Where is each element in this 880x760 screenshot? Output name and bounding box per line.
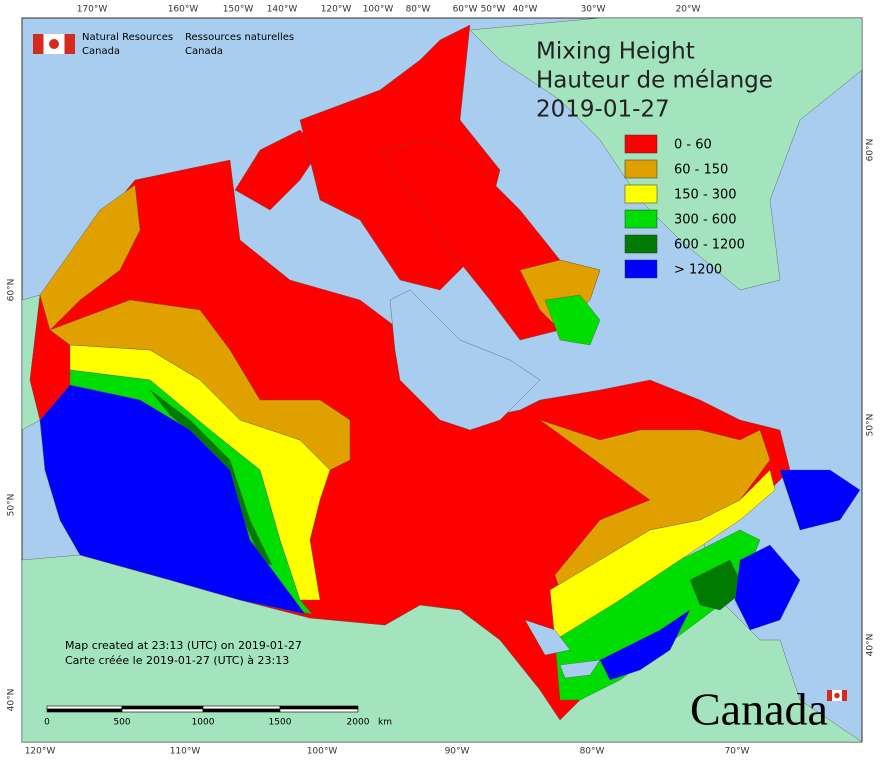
scale-segment xyxy=(279,708,359,713)
overlay: Natural Resources Canada Ressources nature… xyxy=(7,5,876,757)
maple-leaf xyxy=(49,39,59,49)
longitude-label: 20°W xyxy=(676,5,701,15)
longitude-label: 120°W xyxy=(25,747,56,757)
scale-label: 2000 xyxy=(347,718,370,728)
scale-segment xyxy=(121,708,204,713)
maple-leaf xyxy=(834,692,840,699)
region xyxy=(734,544,801,631)
latitude-label: 40°N xyxy=(7,689,17,712)
legend-swatch xyxy=(624,159,658,179)
longitude-label: 70°W xyxy=(725,747,750,757)
longitude-label: 80°W xyxy=(406,5,431,15)
great-lake xyxy=(559,659,601,679)
region xyxy=(689,559,746,611)
agency-fr: Canada xyxy=(185,46,223,57)
longitude-label: 100°W xyxy=(307,747,338,757)
longitude-label: 150°W xyxy=(223,5,254,15)
flag-left xyxy=(827,690,832,701)
latitude-label: 60°N xyxy=(7,279,17,302)
region xyxy=(599,609,691,681)
map-title: Mixing Height xyxy=(536,39,695,65)
latitude-label: 50°N xyxy=(7,494,17,517)
agency-en: Natural Resources xyxy=(82,32,173,43)
hudson-bay xyxy=(389,289,541,431)
scale-label: 1500 xyxy=(269,718,292,728)
longitude-label: 140°W xyxy=(267,5,298,15)
legend-swatch xyxy=(624,134,658,154)
wordmark: Canada xyxy=(690,684,828,735)
scale-label: 1000 xyxy=(192,718,215,728)
newfoundland xyxy=(779,469,861,531)
longitude-label: 120°W xyxy=(321,5,352,15)
greenland xyxy=(469,17,863,291)
legend-swatch xyxy=(624,234,658,254)
longitude-label: 90°W xyxy=(445,747,470,757)
agency-fr: Ressources naturelles xyxy=(185,32,294,43)
latitude-label: 40°N xyxy=(866,634,876,657)
legend-label: 60 - 150 xyxy=(674,163,728,178)
map-title: Hauteur de mélange xyxy=(536,68,773,94)
scale-label: 0 xyxy=(44,718,50,728)
longitude-label: 100°W xyxy=(363,5,394,15)
legend-label: 150 - 300 xyxy=(674,188,737,203)
legend-label: > 1200 xyxy=(674,263,722,278)
region xyxy=(519,259,601,331)
flag-right xyxy=(64,34,75,54)
region xyxy=(39,184,141,331)
credit: Carte créée le 2019-01-27 (UTC) à 23:13 xyxy=(65,654,289,667)
legend-label: 300 - 600 xyxy=(674,213,737,228)
legend-label: 600 - 1200 xyxy=(674,238,745,253)
land xyxy=(21,17,863,743)
scale-unit: km xyxy=(378,718,392,728)
latitude-label: 60°N xyxy=(866,139,876,162)
flag-right xyxy=(842,690,847,701)
scale-label: 500 xyxy=(113,718,130,728)
longitude-label: 50°W xyxy=(481,5,506,15)
scale-segment xyxy=(202,705,281,710)
region xyxy=(39,384,306,615)
scale-segment xyxy=(202,708,281,713)
longitude-label: 160°W xyxy=(168,5,199,15)
longitude-label: 110°W xyxy=(170,747,201,757)
longitude-label: 40°W xyxy=(513,5,538,15)
longitude-label: 60°W xyxy=(453,5,478,15)
map-title: 2019-01-27 xyxy=(536,97,670,123)
agency-en: Canada xyxy=(82,46,120,57)
credit: Map created at 23:13 (UTC) on 2019-01-27 xyxy=(65,639,302,652)
longitude-label: 80°W xyxy=(580,747,605,757)
scale-segment xyxy=(279,705,359,710)
scale-segment xyxy=(46,708,123,713)
legend-swatch xyxy=(624,209,658,229)
latitude-label: 50°N xyxy=(866,414,876,437)
region xyxy=(544,294,601,346)
legend-swatch xyxy=(624,259,658,279)
legend-label: 0 - 60 xyxy=(674,138,712,153)
longitude-label: 170°W xyxy=(77,5,108,15)
scale-segment xyxy=(121,705,204,710)
longitude-label: 30°W xyxy=(581,5,606,15)
legend-swatch xyxy=(624,184,658,204)
flag-left xyxy=(33,34,44,54)
great-lake xyxy=(524,619,571,656)
scale-segment xyxy=(46,705,123,710)
